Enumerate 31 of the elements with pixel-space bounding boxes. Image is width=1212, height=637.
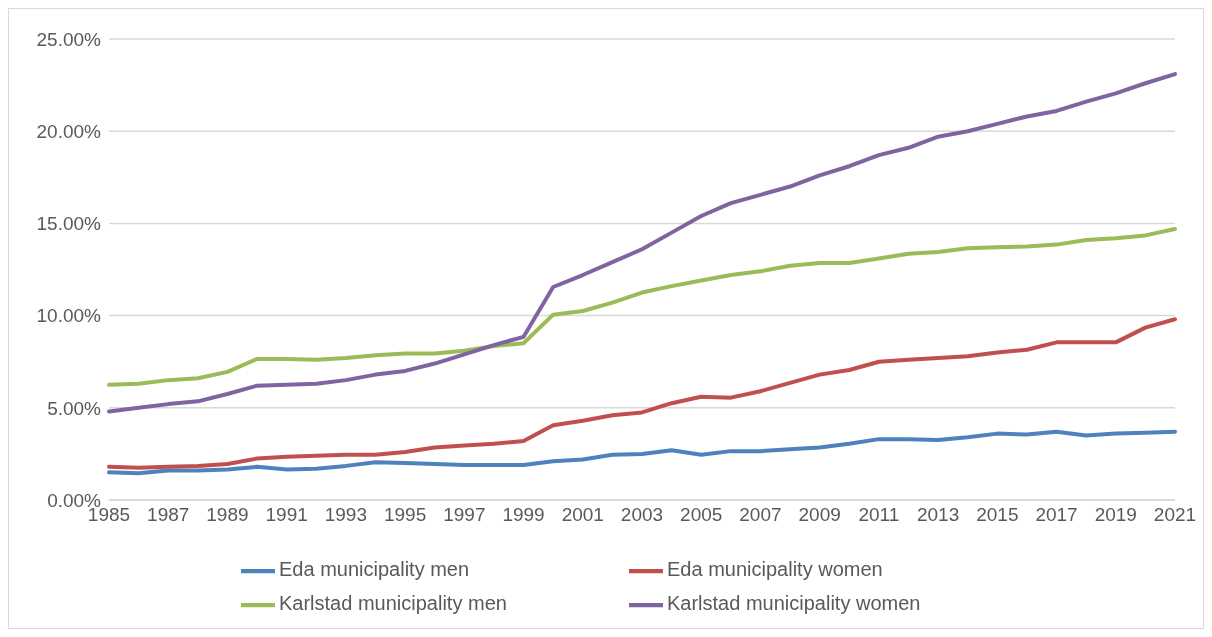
x-tick-label: 1991 [265, 504, 308, 526]
x-tick-label: 1995 [383, 504, 427, 526]
x-tick-label: 2001 [561, 504, 604, 526]
x-tick-label: 2013 [916, 504, 960, 526]
x-tick-label: 2007 [739, 504, 782, 526]
x-tick-label: 2021 [1153, 504, 1197, 526]
x-tick-label: 2015 [976, 504, 1019, 526]
legend-label: Eda municipality women [667, 558, 884, 582]
x-tick-label: 1987 [147, 504, 190, 526]
y-tick-label: 10.00% [36, 305, 102, 327]
y-tick-label: 15.00% [36, 213, 102, 235]
y-tick-label: 5.00% [47, 397, 102, 419]
x-tick-label: 2019 [1094, 504, 1137, 526]
line-series [107, 317, 1177, 470]
x-tick-label: 2005 [680, 504, 723, 526]
x-tick-label: 2003 [620, 504, 664, 526]
legend-label: Karlstad municipality men [279, 592, 508, 616]
x-tick-label: 1999 [502, 504, 545, 526]
x-tick-label: 2009 [798, 504, 841, 526]
x-tick-label: 2011 [858, 504, 900, 526]
line-series [107, 72, 1177, 414]
y-tick-label: 25.00% [36, 28, 102, 50]
line-series [107, 429, 1177, 476]
legend-label: Eda municipality men [279, 558, 471, 582]
x-tick-label: 1997 [443, 504, 486, 526]
legend-label: Karlstad municipality women [667, 592, 922, 616]
x-tick-label: 1993 [324, 504, 368, 526]
y-tick-label: 20.00% [36, 120, 102, 142]
line-series [107, 226, 1177, 387]
x-tick-label: 2017 [1035, 504, 1078, 526]
x-tick-label: 1989 [206, 504, 249, 526]
